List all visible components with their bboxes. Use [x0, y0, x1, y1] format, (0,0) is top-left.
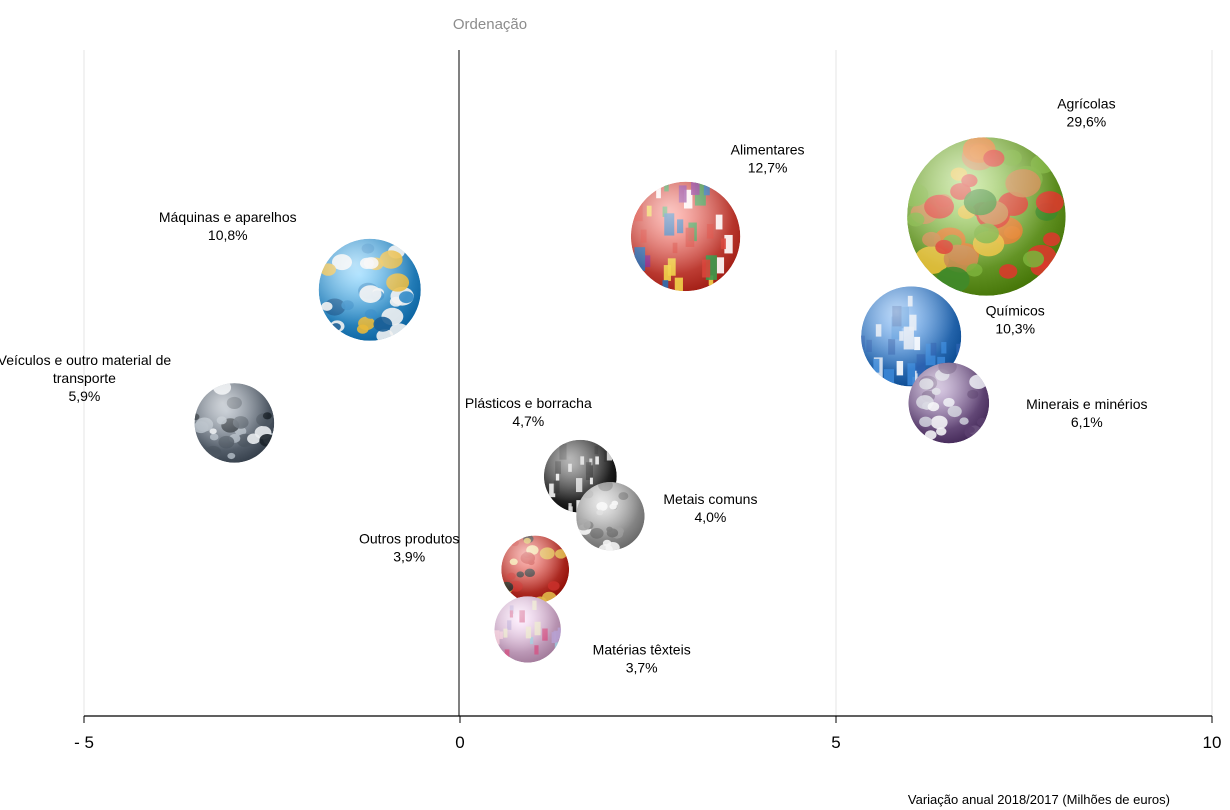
bubble	[576, 482, 645, 551]
bubble-share: 6,1%	[1071, 414, 1103, 430]
bubble	[861, 286, 962, 387]
bubble-share: 5,9%	[68, 388, 100, 404]
bubble-label: Veículos e outro material de transporte 5,…	[0, 352, 171, 404]
bubble-share: 3,7%	[626, 659, 658, 675]
bubble-label: Alimentares 12,7%	[731, 141, 805, 175]
bubble-name: Plásticos e borracha	[465, 395, 592, 411]
x-tick-label: 5	[831, 733, 840, 752]
bubble-label: Minerais e minérios 6,1%	[1026, 396, 1147, 430]
bubble-share: 12,7%	[748, 159, 788, 175]
bubble-name: Veículos e outro material de	[0, 352, 171, 368]
x-tick-label: 0	[455, 733, 464, 752]
bubble-share: 29,6%	[1067, 114, 1107, 130]
bubble	[630, 181, 741, 292]
chart-title: Ordenação	[453, 16, 527, 33]
x-tick-label: - 5	[74, 733, 94, 752]
bubble-name: transporte	[53, 370, 116, 386]
bubble	[494, 596, 561, 663]
bubble-label: Máquinas e aparelhos 10,8%	[159, 209, 297, 243]
bubble-label: Químicos 10,3%	[986, 302, 1045, 336]
x-axis-label: Variação anual 2018/2017 (Milhões de eur…	[908, 792, 1170, 807]
bubble-name: Alimentares	[731, 141, 805, 157]
bubble	[318, 238, 421, 341]
bubble-name: Agrícolas	[1057, 96, 1115, 112]
bubble-name: Matérias têxteis	[593, 641, 691, 657]
bubble-share: 10,8%	[208, 227, 248, 243]
x-tick-label: 10	[1203, 733, 1222, 752]
bubble	[907, 137, 1066, 296]
bubble	[194, 383, 275, 463]
bubble-name: Máquinas e aparelhos	[159, 209, 297, 225]
bubble	[501, 535, 570, 604]
bubble-share: 4,7%	[512, 413, 544, 429]
bubble-share: 3,9%	[393, 548, 425, 564]
bubble-label: Metais comuns 4,0%	[663, 491, 757, 525]
bubble-label: Outros produtos 3,9%	[359, 530, 459, 564]
bubble-share: 10,3%	[995, 320, 1035, 336]
bubble-label: Agrícolas 29,6%	[1057, 96, 1115, 130]
bubble-label: Matérias têxteis 3,7%	[593, 641, 691, 675]
bubble	[908, 362, 990, 444]
bubble-label: Plásticos e borracha 4,7%	[465, 395, 592, 429]
bubble-name: Minerais e minérios	[1026, 396, 1147, 412]
bubble-name: Metais comuns	[663, 491, 757, 507]
gridlines	[83, 50, 1213, 716]
bubble-name: Químicos	[986, 302, 1045, 318]
bubble-share: 4,0%	[694, 509, 726, 525]
bubble-name: Outros produtos	[359, 530, 459, 546]
bubble-labels: Agrícolas 29,6% Alimentares 12,7% Químicos 10…	[0, 96, 1147, 676]
x-axis-ticks: - 5 0 5 10	[74, 716, 1221, 752]
bubbles	[194, 137, 1066, 663]
